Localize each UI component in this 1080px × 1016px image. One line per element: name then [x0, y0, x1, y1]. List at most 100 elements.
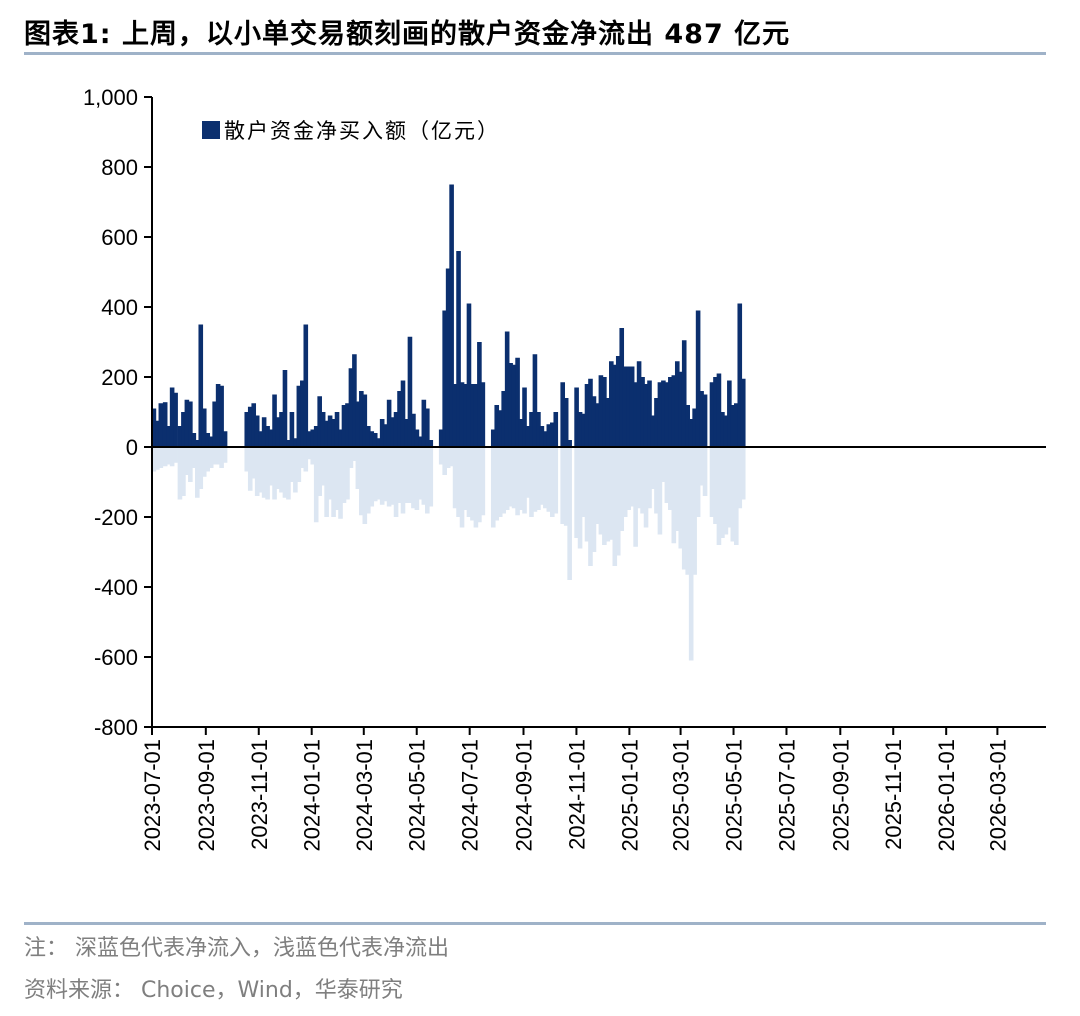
- inflow-bar: [452, 384, 458, 447]
- inflow-bar: [184, 399, 190, 447]
- inflow-bar: [546, 424, 552, 447]
- outflow-bar: [341, 447, 347, 503]
- x-tick-label: 2024-03-01: [352, 739, 377, 852]
- inflow-bar: [442, 310, 447, 447]
- inflow-bar: [678, 371, 684, 447]
- chart-title: 图表1: 上周，以小单交易额刻画的散户资金净流出 487 亿元: [24, 19, 791, 50]
- inflow-bar: [188, 401, 193, 447]
- inflow-bar: [355, 401, 361, 447]
- inflow-bar: [445, 268, 451, 447]
- inflow-bar: [205, 433, 211, 447]
- outflow-bar: [286, 447, 291, 500]
- inflow-bar: [324, 420, 329, 447]
- outflow-bar: [445, 447, 451, 468]
- outflow-bar: [664, 447, 670, 503]
- legend: 散户资金净买入额（亿元）: [202, 119, 498, 143]
- inflow-bar: [636, 361, 642, 447]
- inflow-bar: [497, 410, 503, 447]
- outflow-bar: [191, 447, 197, 468]
- outflow-bar: [334, 447, 340, 510]
- outflow-bar: [636, 447, 642, 509]
- inflow-bar: [674, 361, 680, 447]
- x-tick-label: 2023-09-01: [194, 739, 219, 852]
- footnote: 注： 深蓝色代表净流入，浅蓝色代表净流出: [24, 936, 449, 961]
- outflow-bar: [643, 447, 649, 528]
- outflow-bar: [258, 447, 263, 493]
- outflow-bar: [324, 447, 329, 517]
- inflow-bar: [723, 415, 729, 447]
- y-tick-label: -200: [94, 505, 138, 530]
- inflow-bar: [425, 408, 430, 447]
- inflow-bar: [536, 412, 541, 447]
- outflow-bar: [699, 447, 704, 486]
- inflow-bar: [244, 412, 250, 447]
- inflow-bar: [681, 340, 687, 447]
- outflow-bar: [212, 447, 217, 465]
- inflow-bar: [494, 405, 500, 447]
- outflow-bar: [681, 447, 687, 570]
- inflow-bar: [661, 380, 666, 447]
- outflow-bar: [473, 447, 479, 528]
- outflow-bar: [584, 447, 590, 542]
- inflow-bar: [622, 366, 628, 447]
- inflow-bar: [365, 426, 371, 447]
- outflow-bar: [581, 447, 586, 517]
- outflow-bar: [515, 447, 520, 516]
- inflow-bar: [286, 440, 291, 447]
- inflow-bar: [466, 303, 472, 447]
- inflow-bar: [626, 366, 631, 447]
- x-tick-label: 2025-11-01: [881, 739, 906, 850]
- inflow-bar: [574, 387, 579, 447]
- outflow-bar: [661, 447, 666, 482]
- outflow-bar: [730, 447, 736, 542]
- inflow-bar: [158, 403, 164, 447]
- outflow-bar: [442, 447, 447, 475]
- outflow-bar: [668, 447, 673, 510]
- inflow-bar: [411, 413, 416, 447]
- inflow-bar: [609, 361, 614, 447]
- outflow-bar: [477, 447, 482, 523]
- outflow-bar: [626, 447, 631, 510]
- outflow-bar: [275, 447, 281, 489]
- inflow-bar: [386, 399, 392, 447]
- outflow-bar: [151, 447, 157, 472]
- outflow-bar: [553, 447, 559, 514]
- inflow-bar: [261, 417, 267, 447]
- legend-swatch-inflow: [202, 121, 220, 139]
- inflow-bar: [289, 412, 295, 447]
- outflow-bar: [508, 447, 513, 507]
- inflow-bar: [201, 408, 207, 447]
- outflow-bar: [411, 447, 416, 509]
- outflow-bar: [425, 447, 430, 514]
- inflow-bar: [595, 403, 600, 447]
- inflow-bar: [317, 396, 322, 447]
- outflow-bar: [355, 447, 361, 489]
- bar-chart: 1,0008006004002000-200-400-600-8002023-0…: [83, 85, 1046, 852]
- inflow-bar: [369, 431, 375, 447]
- outflow-bar: [320, 447, 326, 486]
- inflow-bar: [716, 373, 722, 447]
- inflow-bar: [334, 412, 340, 447]
- inflow-bar: [702, 394, 708, 447]
- outflow-bar: [303, 447, 309, 472]
- outflow-bar: [591, 447, 597, 552]
- inflow-bar: [258, 431, 263, 447]
- inflow-bar: [563, 398, 569, 447]
- y-tick-label: -800: [94, 715, 138, 740]
- inflow-bar: [737, 303, 743, 447]
- inflow-bar: [404, 419, 409, 447]
- outflow-bar: [629, 447, 635, 507]
- outflow-bar: [428, 447, 434, 507]
- inflow-bar: [428, 440, 434, 447]
- inflow-bar: [293, 438, 298, 447]
- inflow-bar: [151, 408, 157, 447]
- inflow-bar: [602, 377, 607, 447]
- outflow-bar: [293, 447, 298, 493]
- outflow-bar: [671, 447, 677, 544]
- inflow-bar: [279, 412, 284, 447]
- outflow-bar: [688, 447, 694, 661]
- outflow-bar: [317, 447, 322, 496]
- inflow-bar: [619, 328, 625, 447]
- inflow-bar: [567, 440, 572, 447]
- inflow-bar: [560, 382, 566, 447]
